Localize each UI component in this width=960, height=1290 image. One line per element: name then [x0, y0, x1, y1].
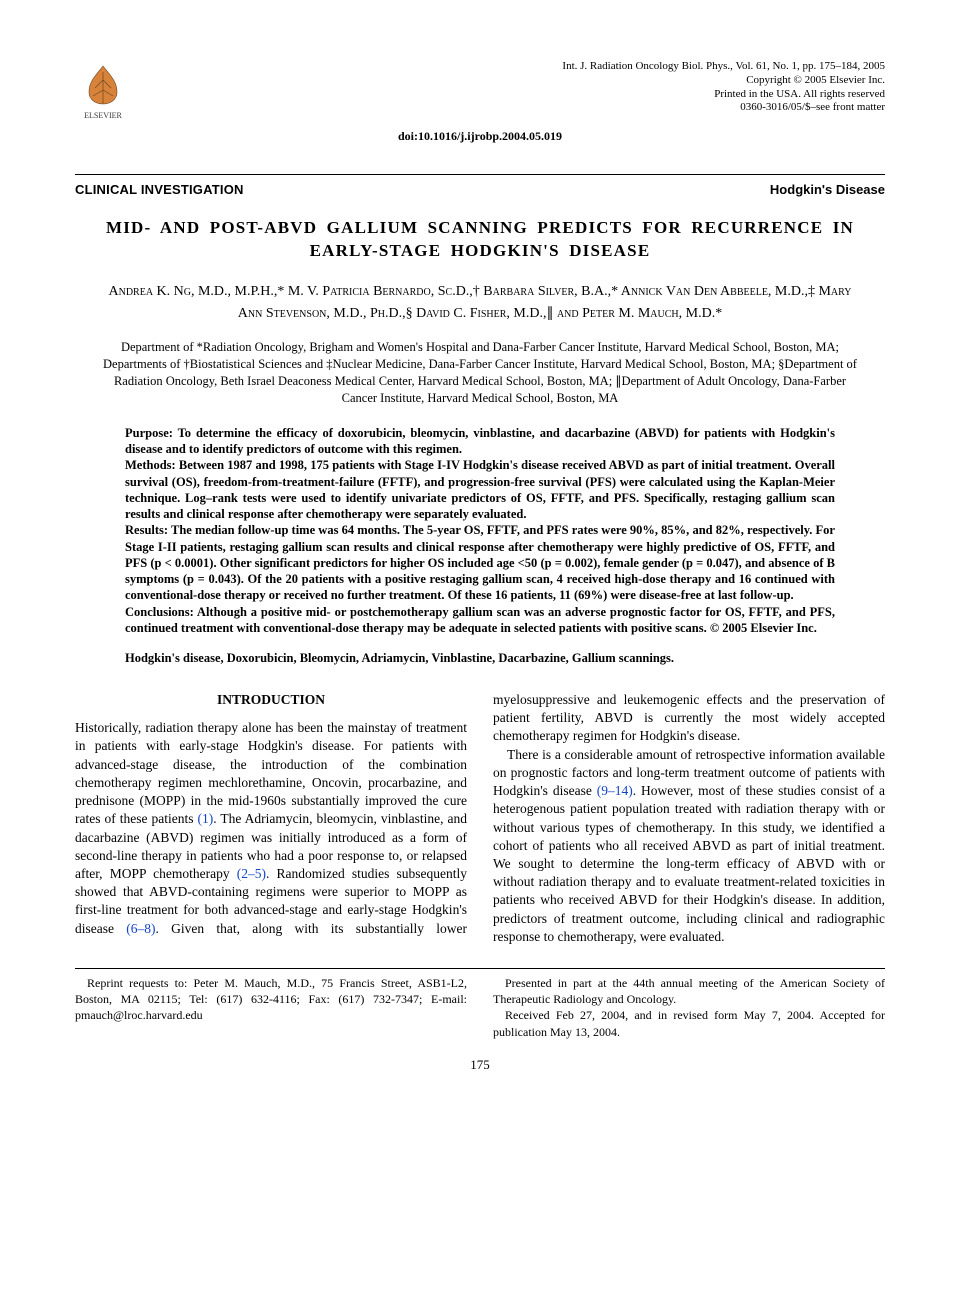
abstract-conclusions: Conclusions: Although a positive mid- or…	[125, 605, 835, 635]
intro-heading: INTRODUCTION	[75, 691, 467, 709]
citation-link[interactable]: (6–8)	[126, 921, 155, 936]
abstract: Purpose: To determine the efficacy of do…	[125, 425, 835, 636]
body-text: INTRODUCTION Historically, radiation the…	[75, 691, 885, 946]
page-number: 175	[75, 1056, 885, 1074]
citation-link[interactable]: (2–5)	[237, 866, 266, 881]
keywords: Hodgkin's disease, Doxorubicin, Bleomyci…	[125, 650, 835, 667]
footnote: Presented in part at the 44th annual mee…	[493, 975, 885, 1007]
header-row: ELSEVIER Int. J. Radiation Oncology Biol…	[75, 60, 885, 120]
publication-info: Int. J. Radiation Oncology Biol. Phys., …	[562, 60, 885, 115]
footnote: Reprint requests to: Peter M. Mauch, M.D…	[75, 975, 467, 1024]
footnote: Received Feb 27, 2004, and in revised fo…	[493, 1007, 885, 1039]
pubinfo-line: 0360-3016/05/$–see front matter	[562, 101, 885, 115]
pubinfo-line: Copyright © 2005 Elsevier Inc.	[562, 74, 885, 88]
section-bar: CLINICAL INVESTIGATION Hodgkin's Disease	[75, 174, 885, 199]
abstract-results: Results: The median follow-up time was 6…	[125, 523, 835, 602]
doi: doi:10.1016/j.ijrobp.2004.05.019	[75, 128, 885, 144]
topic-label: Hodgkin's Disease	[770, 181, 885, 199]
section-label: CLINICAL INVESTIGATION	[75, 181, 244, 199]
abstract-methods: Methods: Between 1987 and 1998, 175 pati…	[125, 458, 835, 521]
article-title: MID- AND POST-ABVD GALLIUM SCANNING PRED…	[105, 217, 855, 263]
publisher-logo: ELSEVIER	[75, 60, 131, 120]
author-list: Andrea K. Ng, M.D., M.P.H.,* M. V. Patri…	[95, 281, 865, 326]
publisher-logo-text: ELSEVIER	[84, 111, 122, 120]
affiliations: Department of *Radiation Oncology, Brigh…	[100, 339, 860, 407]
citation-link[interactable]: (1)	[198, 811, 214, 826]
citation-link[interactable]: (9–14)	[597, 783, 633, 798]
pubinfo-line: Printed in the USA. All rights reserved	[562, 88, 885, 102]
pubinfo-line: Int. J. Radiation Oncology Biol. Phys., …	[562, 60, 885, 74]
text-run: . However, most of these studies consist…	[493, 783, 885, 944]
footnotes: Reprint requests to: Peter M. Mauch, M.D…	[75, 968, 885, 1040]
abstract-purpose: Purpose: To determine the efficacy of do…	[125, 426, 835, 456]
body-paragraph: There is a considerable amount of retros…	[493, 746, 885, 946]
